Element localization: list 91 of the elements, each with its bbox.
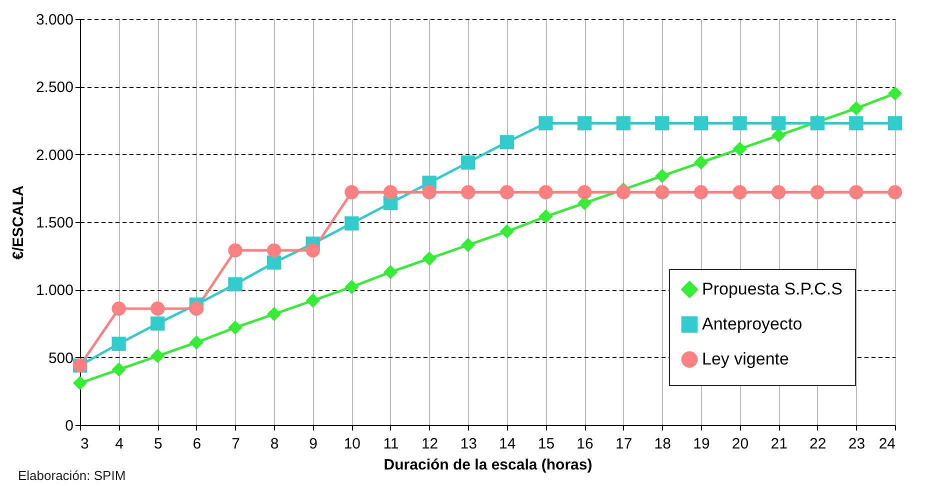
x-tick-label: 13 — [460, 436, 477, 452]
x-tick-label: 24 — [878, 436, 896, 452]
x-tick-label: 14 — [499, 436, 516, 452]
point — [306, 293, 320, 308]
point — [694, 155, 708, 170]
point — [810, 185, 824, 200]
x-tick-label: 4 — [115, 436, 124, 452]
point — [112, 302, 126, 316]
point — [694, 185, 708, 200]
point — [112, 336, 126, 351]
point — [616, 116, 630, 130]
x-tick-label: 6 — [192, 436, 202, 452]
point — [888, 86, 902, 101]
point — [189, 335, 204, 350]
point — [266, 243, 282, 258]
point — [500, 185, 514, 200]
point — [538, 210, 553, 224]
x-tick-label: 9 — [309, 436, 318, 452]
point — [500, 135, 514, 150]
text: Elaboración: SPIM — [18, 468, 126, 483]
point — [849, 116, 864, 130]
x-tick-label: 21 — [770, 436, 788, 452]
point — [461, 155, 476, 170]
point — [732, 116, 747, 130]
point — [538, 185, 553, 200]
point — [112, 362, 126, 377]
point — [266, 306, 282, 322]
point — [306, 243, 320, 258]
y-axis-title: €/ESCALA — [10, 185, 27, 260]
x-tick-label: 18 — [654, 436, 671, 452]
point — [888, 185, 902, 200]
point — [422, 185, 436, 200]
point — [228, 277, 242, 292]
y-tick-label: 0 — [65, 418, 74, 434]
y-tick-label: 3.000 — [36, 12, 74, 28]
point — [72, 376, 88, 390]
point — [461, 238, 476, 252]
point — [732, 142, 747, 156]
point — [655, 116, 670, 130]
y-tick-label: 500 — [48, 350, 74, 367]
point — [228, 243, 242, 258]
point — [849, 185, 864, 200]
point — [461, 185, 476, 200]
x-tick-label: 16 — [576, 436, 594, 452]
point — [772, 116, 786, 130]
legend-label: Propuesta S.P.C.S — [702, 280, 842, 298]
point — [383, 185, 398, 200]
point — [772, 128, 786, 142]
x-tick-label: 5 — [154, 436, 162, 452]
point — [266, 256, 282, 270]
point — [888, 116, 902, 130]
point — [694, 116, 708, 130]
point — [577, 116, 592, 130]
point — [344, 216, 359, 230]
point — [655, 185, 670, 200]
x-tick-label: 12 — [421, 436, 438, 452]
point — [344, 280, 359, 294]
x-tick-label: 17 — [615, 436, 632, 452]
point — [150, 316, 165, 331]
x-tick-label: 20 — [732, 436, 749, 452]
x-tick-label: 8 — [270, 436, 279, 452]
x-tick-label: 3 — [80, 436, 89, 452]
point — [538, 116, 553, 130]
x-tick-label: 19 — [693, 436, 710, 452]
y-tick-label: 2.500 — [36, 79, 74, 96]
point — [616, 185, 630, 200]
y-tick-label: 1.000 — [36, 282, 74, 300]
x-tick-label: 23 — [848, 436, 866, 452]
point — [772, 185, 786, 200]
point — [189, 302, 204, 316]
x-tick-label: 15 — [538, 436, 555, 452]
point — [228, 320, 242, 335]
point — [849, 101, 864, 116]
x-tick-label: 22 — [810, 436, 826, 452]
point — [500, 224, 514, 239]
point — [383, 265, 398, 280]
point — [577, 185, 592, 200]
x-tick-label: 11 — [383, 436, 399, 452]
x-tick-label: 7 — [232, 436, 240, 452]
point — [150, 348, 165, 364]
point — [344, 185, 359, 200]
point — [150, 302, 165, 316]
y-tick-label: 1.500 — [36, 214, 74, 232]
point — [422, 251, 436, 266]
legend-label: Ley vigente — [702, 350, 789, 368]
point — [732, 185, 747, 200]
y-tick-label: 2.000 — [36, 146, 74, 164]
x-axis-title: Duración de la escala (horas) — [384, 456, 592, 474]
x-tick-label: 10 — [344, 436, 361, 452]
legend-label: Anteproyecto — [702, 314, 802, 334]
point — [655, 168, 670, 184]
